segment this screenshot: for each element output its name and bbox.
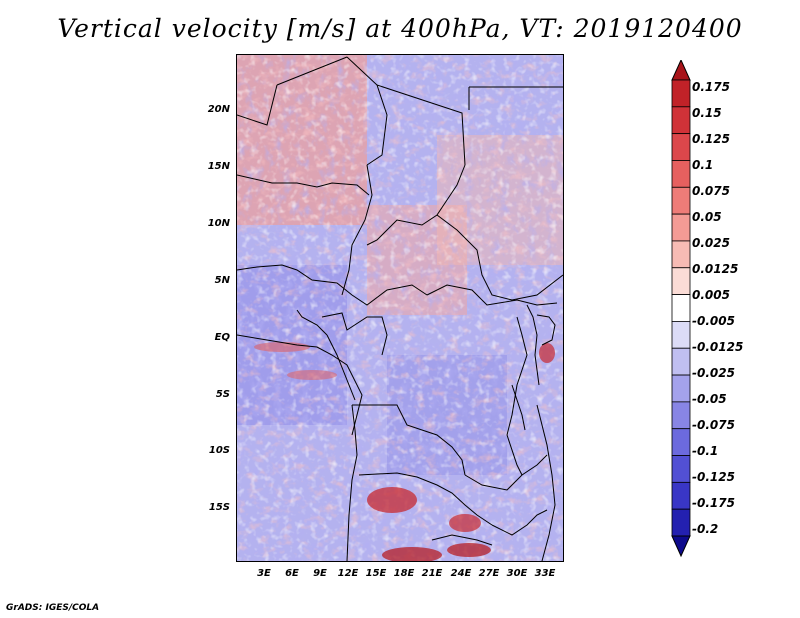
latitude-label: 15S [208, 502, 230, 513]
colorbar-label: 0.1 [692, 158, 714, 172]
colorbar-label: 0.0125 [692, 262, 739, 276]
figure-title: Vertical velocity [m/s] at 400hPa, VT: 2… [57, 14, 743, 43]
lake-shore [526, 304, 540, 386]
latitude-label: 15N [207, 161, 230, 172]
colorbar-label: -0.05 [692, 392, 727, 406]
border-line [358, 472, 493, 526]
coastline [296, 309, 328, 336]
strong-updraft-cell [447, 543, 491, 557]
colorbar-label: -0.1 [692, 444, 719, 458]
colorbar-extend-bottom [671, 535, 691, 558]
colorbar-extend-top [671, 60, 691, 81]
colorbar-label: 0.005 [692, 288, 730, 302]
border-line [346, 56, 388, 166]
strong-updraft-cell [449, 514, 481, 532]
colorbar-label: -0.005 [692, 314, 735, 328]
colorbar-label: -0.2 [692, 522, 719, 536]
colorbar-swatch [671, 347, 691, 376]
border-line [237, 334, 363, 436]
border-line [506, 316, 528, 436]
border-line [341, 164, 373, 296]
colorbar-swatch [671, 481, 691, 510]
colorbar-label: 0.075 [692, 184, 730, 198]
country-borders [237, 56, 563, 561]
border-line [464, 454, 548, 491]
colorbar-swatch [671, 106, 691, 135]
longitude-label: 3E [257, 568, 271, 579]
longitude-label: 18E [393, 568, 415, 579]
colorbar-label: -0.0125 [692, 340, 744, 354]
latitude-label: 10S [208, 445, 230, 456]
latitude-label: 5N [214, 275, 230, 286]
vertical-velocity-field [237, 55, 563, 561]
lake-shore [511, 384, 526, 431]
colorbar-swatch [671, 401, 691, 430]
longitude-label: 27E [478, 568, 500, 579]
updraft-band [254, 342, 310, 352]
coastline [326, 334, 356, 401]
colorbar-swatch [671, 455, 691, 483]
longitude-label: 24E [450, 568, 472, 579]
lake-shore [536, 314, 556, 346]
strong-updraft-cell [367, 487, 417, 513]
colorbar-label: 0.175 [692, 80, 730, 94]
strong-updraft-cell [539, 343, 555, 363]
colorbar-label: 0.125 [692, 132, 730, 146]
colorbar-label: -0.025 [692, 366, 735, 380]
colorbar-label: 0.15 [692, 106, 722, 120]
colorbar-swatch [671, 267, 691, 295]
border-line [376, 84, 466, 166]
border-line [237, 84, 278, 126]
latitude-label: 5S [215, 389, 230, 400]
updraft-band [287, 370, 337, 380]
border-line [436, 214, 563, 301]
longitude-label: 15E [365, 568, 387, 579]
colorbar-swatch [671, 160, 691, 188]
field-texture-white [237, 55, 563, 561]
colorbar-swatch [671, 294, 691, 322]
colorbar-label: -0.075 [692, 418, 735, 432]
grads-credit: GrADS: IGES/COLA [6, 603, 100, 613]
colorbar-label: 0.025 [692, 236, 730, 250]
border-line [491, 509, 548, 536]
longitude-label: 21E [421, 568, 443, 579]
colorbar-label: -0.175 [692, 496, 735, 510]
latitude-label: 10N [207, 218, 230, 229]
border-line [366, 164, 466, 246]
colorbar-swatch [671, 240, 691, 269]
border-line [237, 174, 370, 196]
border-line [346, 404, 358, 561]
colorbar [671, 60, 691, 558]
border-line [352, 404, 466, 476]
border-line [321, 312, 388, 356]
latitude-label: 20N [207, 104, 230, 115]
colorbar-label: -0.125 [692, 470, 735, 484]
colorbar-swatch [671, 374, 691, 403]
longitude-label: 33E [534, 568, 556, 579]
colorbar-swatch [671, 428, 691, 456]
colorbar-swatch [671, 79, 691, 108]
border-line [431, 534, 493, 546]
colorbar-swatch [671, 213, 691, 242]
longitude-label: 6E [285, 568, 299, 579]
longitude-label: 9E [313, 568, 327, 579]
border-line [506, 434, 523, 476]
colorbar-swatch [671, 508, 691, 537]
longitude-label: 12E [337, 568, 359, 579]
latitude-label: EQ [214, 332, 230, 343]
colorbar-swatch [671, 186, 691, 215]
colorbar-swatch [671, 133, 691, 161]
border-line [276, 56, 348, 86]
strong-updraft-cell [382, 547, 442, 561]
border-line [237, 264, 428, 306]
colorbar-swatch [671, 321, 691, 349]
map-plot-area [236, 54, 564, 562]
border-line [536, 404, 556, 561]
border-line [426, 284, 558, 306]
colorbar-label: 0.05 [692, 210, 722, 224]
longitude-label: 30E [506, 568, 528, 579]
